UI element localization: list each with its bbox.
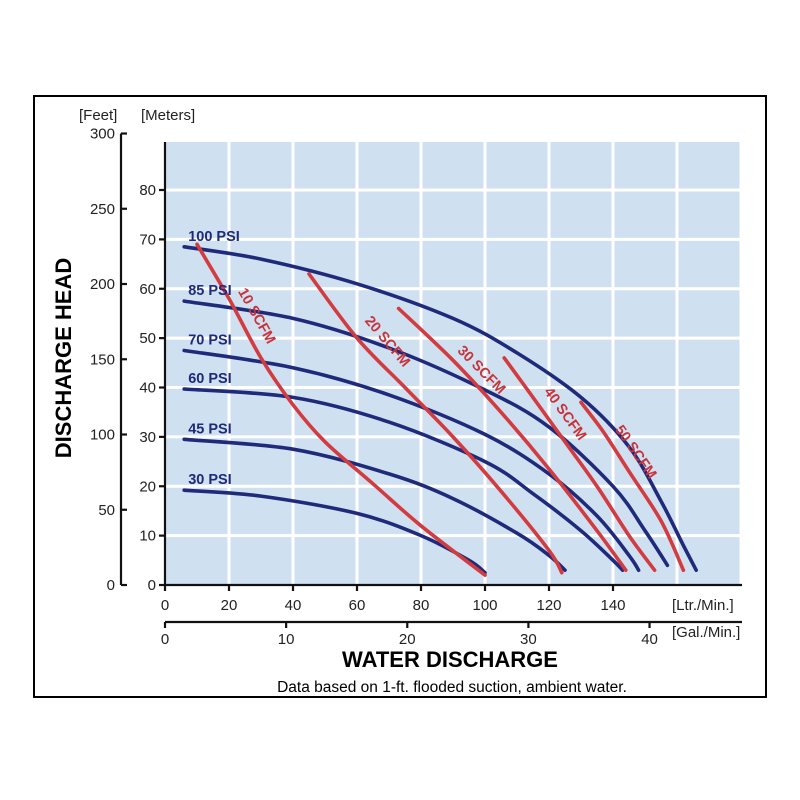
air-curve-20-scfm xyxy=(307,272,564,575)
pressure-label-60-psi: 60 PSI xyxy=(188,371,232,387)
meters-tick-label: 40 xyxy=(139,380,156,397)
air-curve-30-scfm xyxy=(396,306,628,572)
x-axis-title: WATER DISCHARGE xyxy=(342,647,558,672)
pressure-label-30-psi: 30 PSI xyxy=(188,472,232,488)
lpm-tick-label: 80 xyxy=(413,597,430,614)
meters-tick-label: 0 xyxy=(148,577,156,594)
feet-tick-label: 100 xyxy=(90,427,115,444)
meters-tick-label: 20 xyxy=(139,478,156,495)
pressure-curve-85-psi xyxy=(182,299,670,568)
air-curve-10-scfm xyxy=(195,242,487,577)
gpm-tick-label: 30 xyxy=(520,631,537,648)
plot-area xyxy=(165,142,742,585)
lpm-tick-label: 0 xyxy=(161,597,169,614)
feet-tick-label: 300 xyxy=(90,126,115,143)
lpm-tick-label: 60 xyxy=(349,597,366,614)
pressure-curve-30-psi xyxy=(182,488,487,575)
feet-tick-label: 150 xyxy=(90,351,115,368)
lpm-tick-label: 120 xyxy=(536,597,561,614)
pressure-label-100-psi: 100 PSI xyxy=(188,229,240,245)
lpm-tick-label: 40 xyxy=(285,597,302,614)
gpm-tick-label: 40 xyxy=(641,631,658,648)
meters-tick-label: 10 xyxy=(139,528,156,545)
feet-tick-label: 250 xyxy=(90,201,115,218)
air-curve-40-scfm xyxy=(502,356,657,572)
air-curve-50-scfm xyxy=(579,400,686,572)
pressure-curve-100-psi xyxy=(182,245,698,572)
pressure-curve-60-psi xyxy=(182,387,625,572)
feet-tick-label: 0 xyxy=(107,577,115,594)
meters-tick-label: 70 xyxy=(139,231,156,248)
pressure-label-45-psi: 45 PSI xyxy=(188,421,232,437)
meters-tick-label: 50 xyxy=(139,330,156,347)
feet-tick-label: 200 xyxy=(90,276,115,293)
lpm-tick-label: 20 xyxy=(221,597,238,614)
y-right-unit-label: [Meters] xyxy=(141,107,195,124)
pressure-label-85-psi: 85 PSI xyxy=(188,283,232,299)
feet-tick-label: 50 xyxy=(98,502,115,519)
pressure-curve-70-psi xyxy=(182,348,641,572)
pressure-curve-45-psi xyxy=(182,437,567,572)
lpm-tick-label: 140 xyxy=(600,597,625,614)
gpm-tick-label: 20 xyxy=(399,631,416,648)
y-left-unit-label: [Feet] xyxy=(79,107,117,124)
meters-tick-label: 60 xyxy=(139,281,156,298)
y-axis-title: DISCHARGE HEAD xyxy=(51,258,76,458)
lpm-tick-label: 100 xyxy=(472,597,497,614)
x-bottom-unit-label: [Gal./Min.] xyxy=(672,624,740,641)
gpm-tick-label: 10 xyxy=(278,631,295,648)
meters-tick-label: 80 xyxy=(139,182,156,199)
x-top-unit-label: [Ltr./Min.] xyxy=(672,597,734,614)
meters-tick-label: 30 xyxy=(139,429,156,446)
footnote: Data based on 1-ft. flooded suction, amb… xyxy=(277,679,627,696)
pressure-label-70-psi: 70 PSI xyxy=(188,332,232,348)
gpm-tick-label: 0 xyxy=(161,631,169,648)
